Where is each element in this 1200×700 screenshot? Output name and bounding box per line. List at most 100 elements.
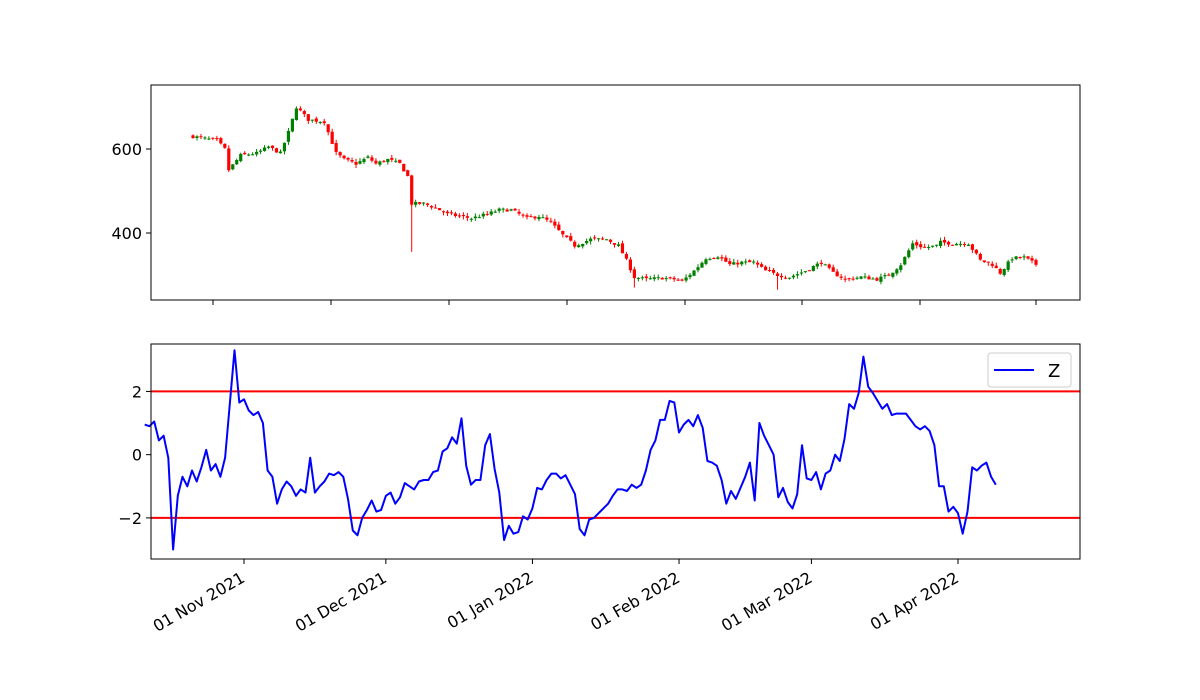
- candle: [378, 160, 382, 167]
- candle-body: [1018, 257, 1022, 259]
- candle-body: [636, 277, 640, 279]
- candle: [1030, 255, 1034, 264]
- candle: [211, 137, 215, 141]
- candle-body: [867, 276, 871, 280]
- candle-body: [290, 118, 295, 132]
- candle: [223, 143, 227, 149]
- candle: [887, 273, 891, 276]
- legend-label: Z: [1048, 361, 1060, 382]
- candle: [927, 244, 931, 251]
- candle: [911, 240, 915, 251]
- candle: [604, 239, 609, 241]
- candle: [398, 159, 402, 164]
- candle: [485, 210, 489, 216]
- candle: [473, 213, 477, 221]
- candle: [433, 204, 438, 209]
- candle-body: [771, 269, 776, 273]
- candle: [243, 151, 247, 155]
- candle: [358, 158, 362, 165]
- candle-body: [942, 239, 947, 243]
- candle: [859, 275, 863, 280]
- candle: [962, 242, 967, 248]
- candle: [596, 238, 601, 242]
- candle: [306, 114, 310, 124]
- candle: [966, 243, 971, 247]
- candle: [441, 210, 446, 216]
- candle-body: [469, 218, 473, 220]
- y-tick-label: 600: [111, 140, 142, 159]
- candle-body: [545, 217, 549, 220]
- candle: [505, 208, 509, 212]
- candle: [771, 267, 776, 275]
- candle-body: [386, 158, 390, 163]
- candle-body: [517, 211, 521, 214]
- candle: [760, 262, 764, 268]
- candle-body: [783, 277, 788, 279]
- candle: [386, 158, 390, 165]
- candle-body: [740, 261, 744, 265]
- candle-body: [628, 259, 633, 271]
- candle-body: [274, 148, 279, 153]
- candle: [426, 202, 430, 207]
- candle-body: [346, 158, 350, 160]
- candle: [795, 271, 800, 279]
- candle-body: [262, 147, 267, 151]
- candle-body: [282, 142, 287, 152]
- candle: [497, 207, 501, 214]
- candle: [573, 240, 577, 249]
- candle-body: [298, 108, 302, 111]
- candle: [823, 263, 827, 266]
- candle-body: [219, 138, 223, 144]
- candle-body: [843, 278, 847, 280]
- candle: [652, 274, 656, 282]
- candle: [290, 118, 295, 133]
- candle: [334, 139, 338, 156]
- candle-body: [807, 270, 811, 272]
- candle-body: [616, 244, 621, 246]
- candle-body: [473, 216, 477, 219]
- candle-body: [449, 212, 454, 214]
- candle: [370, 155, 374, 163]
- candle-body: [915, 242, 919, 246]
- candle: [418, 201, 422, 205]
- candle-body: [851, 278, 855, 280]
- candle-body: [883, 275, 887, 277]
- candle: [998, 267, 1002, 275]
- candle: [557, 221, 561, 231]
- candle: [207, 136, 211, 141]
- candle-body: [461, 215, 465, 217]
- candle: [899, 262, 903, 273]
- candle-body: [270, 145, 275, 149]
- candle: [608, 239, 613, 245]
- candle: [422, 202, 426, 206]
- candle-body: [370, 157, 374, 161]
- candle: [612, 243, 617, 248]
- candle: [266, 145, 271, 150]
- candle-body: [708, 258, 712, 260]
- candle: [946, 240, 951, 247]
- candle: [624, 251, 629, 261]
- candle: [636, 277, 640, 282]
- zscore-axes-frame: [150, 343, 1081, 560]
- candle: [270, 145, 275, 151]
- candle: [656, 274, 660, 281]
- candle-body: [203, 137, 207, 139]
- candle-body: [426, 203, 430, 205]
- candle: [831, 264, 835, 272]
- candle: [632, 266, 636, 280]
- candle-body: [251, 154, 255, 156]
- candle: [644, 273, 648, 282]
- candle-body: [457, 215, 462, 217]
- candle: [191, 134, 195, 139]
- candle-body: [593, 237, 597, 239]
- candle-body: [418, 202, 422, 204]
- candle-body: [227, 148, 231, 171]
- candle: [366, 154, 370, 159]
- candle: [282, 142, 287, 155]
- candle: [453, 211, 458, 218]
- candle-body: [855, 277, 859, 279]
- candle-body: [509, 209, 513, 211]
- candle: [274, 147, 279, 153]
- candle: [863, 273, 867, 279]
- candle: [883, 272, 887, 280]
